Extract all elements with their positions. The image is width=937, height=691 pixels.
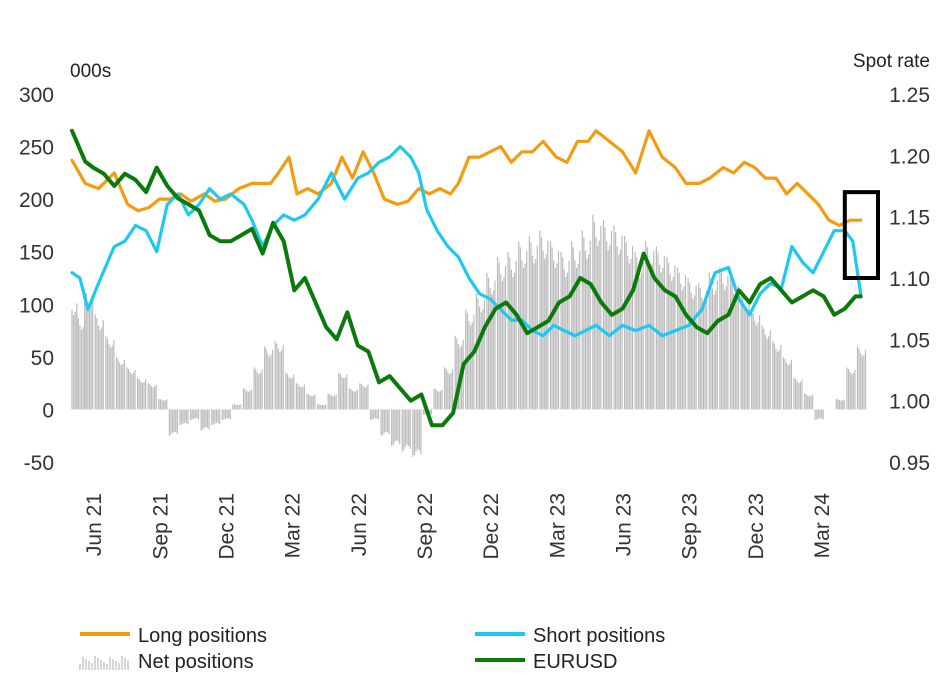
highlight-box — [842, 190, 880, 280]
legend: Long positions Short positions Net positio… — [79, 625, 665, 673]
x-tick-label: Dec 22 — [480, 493, 503, 560]
series-long-positions-line — [70, 129, 863, 227]
left-tick-label: 150 — [19, 242, 54, 265]
x-tick-label: Jun 21 — [83, 493, 106, 556]
right-axis-unit-label: Spot rate — [853, 51, 930, 72]
right-tick-label: 1.10 — [889, 268, 930, 291]
series-short-positions-line — [70, 145, 863, 338]
left-axis-ticks: 300 250 200 150 100 50 0 -50 — [19, 84, 54, 475]
x-tick-label: Mar 22 — [282, 493, 305, 558]
x-tick-label: Sep 21 — [149, 493, 172, 560]
left-tick-label: 300 — [19, 84, 54, 107]
right-tick-label: 0.95 — [889, 452, 930, 475]
right-tick-label: 1.20 — [889, 145, 930, 168]
series-eurusd-line — [70, 128, 863, 428]
x-tick-label: Jun 22 — [348, 493, 371, 556]
x-tick-label: Dec 23 — [745, 493, 768, 560]
x-tick-label: Mar 23 — [546, 493, 569, 558]
right-tick-label: 1.15 — [889, 207, 930, 230]
left-tick-label: 50 — [31, 347, 54, 370]
legend-item-net-positions: Net positions — [79, 651, 254, 673]
x-tick-label: Sep 22 — [414, 493, 437, 560]
legend-label: Net positions — [138, 651, 254, 673]
legend-item-eurusd: EURUSD — [475, 651, 617, 673]
series-layer — [70, 128, 880, 457]
x-axis-ticks: Jun 21 Sep 21 Dec 21 Mar 22 Jun 22 Sep 22 Dec … — [83, 493, 834, 560]
right-tick-label: 1.25 — [889, 84, 930, 107]
legend-item-short-positions: Short positions — [475, 625, 665, 647]
legend-label: EURUSD — [533, 651, 617, 673]
left-tick-label: 250 — [19, 137, 54, 160]
legend-label: Short positions — [533, 625, 665, 647]
legend-item-long-positions: Long positions — [80, 625, 267, 647]
left-axis-unit-label: 000s — [70, 61, 111, 82]
x-tick-label: Dec 21 — [216, 493, 239, 560]
legend-label: Long positions — [138, 625, 267, 647]
x-tick-label: Sep 23 — [679, 493, 702, 560]
right-tick-label: 1.05 — [889, 329, 930, 352]
x-tick-label: Jun 23 — [613, 493, 636, 556]
left-tick-label: 100 — [19, 294, 54, 317]
x-tick-label: Mar 24 — [811, 493, 834, 559]
left-tick-label: 0 — [42, 399, 54, 422]
right-tick-label: 1.00 — [889, 391, 930, 414]
series-net-positions — [71, 214, 867, 457]
left-tick-label: 200 — [19, 189, 54, 212]
left-tick-label: -50 — [24, 452, 54, 475]
right-axis-ticks: 1.25 1.20 1.15 1.10 1.05 1.00 0.95 — [889, 84, 930, 475]
